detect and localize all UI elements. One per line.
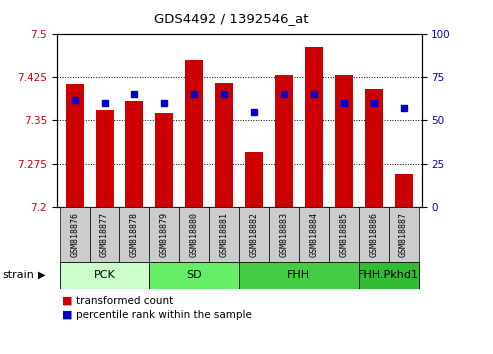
FancyBboxPatch shape — [239, 207, 269, 262]
FancyBboxPatch shape — [209, 207, 239, 262]
Bar — [245, 152, 263, 207]
Text: PCK: PCK — [94, 270, 115, 280]
Text: GSM818882: GSM818882 — [249, 212, 258, 257]
FancyBboxPatch shape — [179, 207, 209, 262]
Text: GDS4492 / 1392546_at: GDS4492 / 1392546_at — [154, 12, 309, 25]
Text: strain: strain — [2, 270, 35, 280]
Text: GSM818879: GSM818879 — [160, 212, 169, 257]
FancyBboxPatch shape — [90, 207, 119, 262]
Text: ▶: ▶ — [38, 270, 45, 280]
Text: ■: ■ — [62, 310, 72, 320]
Text: GSM818884: GSM818884 — [310, 212, 318, 257]
Text: GSM818883: GSM818883 — [280, 212, 288, 257]
Bar — [155, 113, 174, 207]
Text: transformed count: transformed count — [76, 296, 174, 306]
FancyBboxPatch shape — [359, 207, 388, 262]
Text: FHH.Pkhd1: FHH.Pkhd1 — [358, 270, 419, 280]
Bar — [215, 83, 233, 207]
FancyBboxPatch shape — [60, 207, 90, 262]
Bar — [66, 84, 84, 207]
Bar — [275, 75, 293, 207]
Bar — [335, 75, 352, 207]
Text: GSM818878: GSM818878 — [130, 212, 139, 257]
Text: GSM818885: GSM818885 — [339, 212, 348, 257]
FancyBboxPatch shape — [329, 207, 359, 262]
Bar — [305, 47, 323, 207]
Text: SD: SD — [186, 270, 202, 280]
Text: GSM818887: GSM818887 — [399, 212, 408, 257]
Bar — [126, 101, 143, 207]
Text: GSM818876: GSM818876 — [70, 212, 79, 257]
FancyBboxPatch shape — [269, 207, 299, 262]
FancyBboxPatch shape — [299, 207, 329, 262]
FancyBboxPatch shape — [119, 207, 149, 262]
Bar — [394, 173, 413, 207]
Text: GSM818886: GSM818886 — [369, 212, 378, 257]
FancyBboxPatch shape — [359, 262, 419, 289]
FancyBboxPatch shape — [149, 262, 239, 289]
FancyBboxPatch shape — [60, 262, 149, 289]
Text: FHH: FHH — [287, 270, 311, 280]
Bar — [96, 110, 113, 207]
Bar — [365, 88, 383, 207]
Text: percentile rank within the sample: percentile rank within the sample — [76, 310, 252, 320]
Text: GSM818880: GSM818880 — [190, 212, 199, 257]
Bar — [185, 60, 203, 207]
FancyBboxPatch shape — [239, 262, 359, 289]
Text: ■: ■ — [62, 296, 72, 306]
FancyBboxPatch shape — [149, 207, 179, 262]
Text: GSM818881: GSM818881 — [220, 212, 229, 257]
Text: GSM818877: GSM818877 — [100, 212, 109, 257]
FancyBboxPatch shape — [388, 207, 419, 262]
